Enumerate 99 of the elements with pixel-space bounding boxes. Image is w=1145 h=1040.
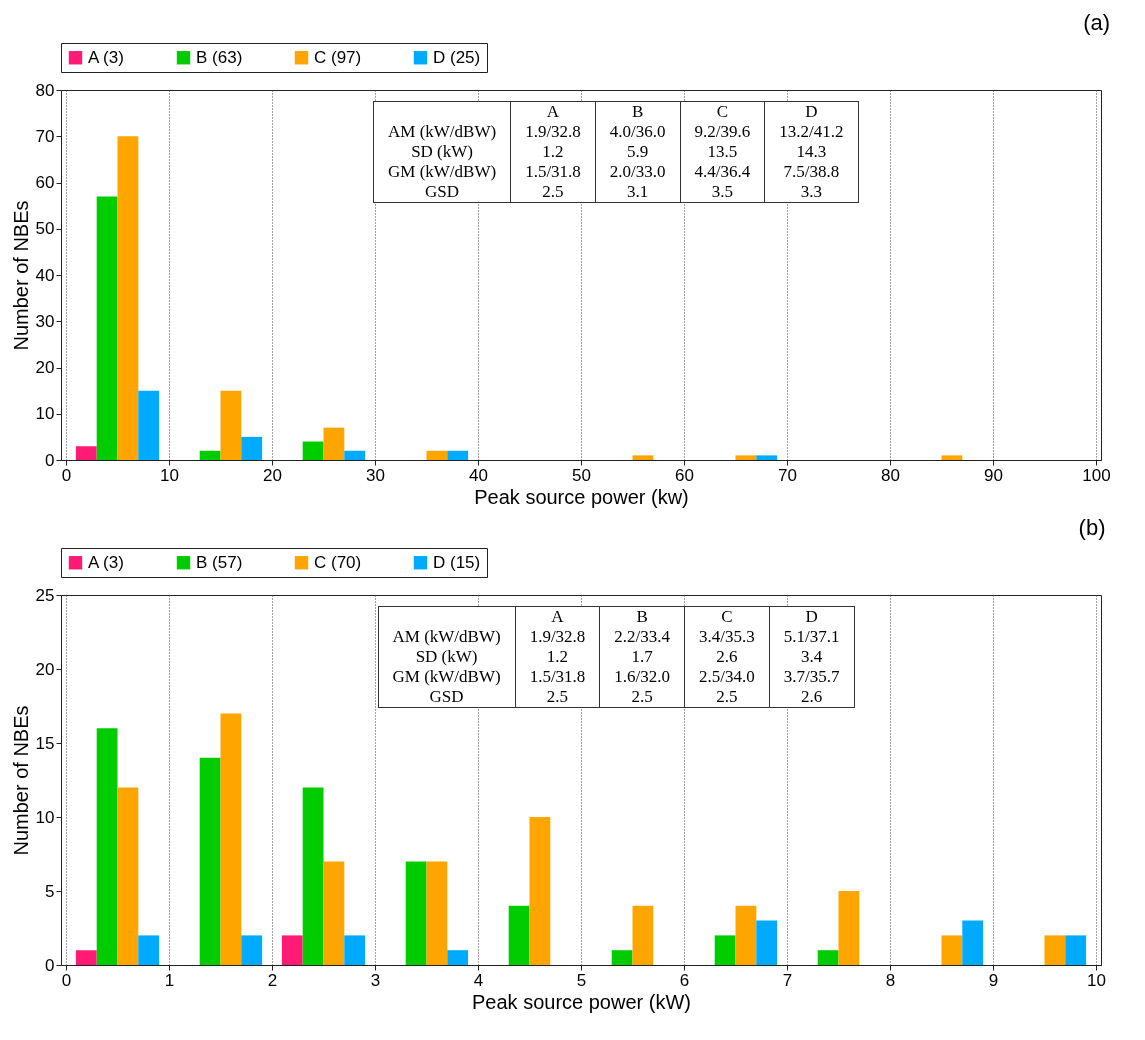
annotation: 4.0/36.0 bbox=[595, 122, 681, 142]
annotation: 1.2 bbox=[510, 142, 596, 162]
annotation: 14.3 bbox=[764, 142, 859, 162]
annotation: SD (kW) bbox=[410, 142, 474, 162]
chart-title: (b) bbox=[1078, 514, 1106, 540]
x-tick-label: 9 bbox=[988, 970, 999, 990]
annotation: 2.5/34.0 bbox=[684, 667, 770, 687]
x-tick-label: 10 bbox=[1087, 970, 1106, 990]
annotation: 13.2/41.2 bbox=[764, 122, 859, 142]
y-axis-title: Number of NBEs bbox=[9, 200, 32, 351]
annotation: B bbox=[595, 101, 681, 122]
annotation: D bbox=[769, 606, 855, 627]
annotation: 13.5 bbox=[680, 142, 765, 162]
annotation: 1.7 bbox=[599, 647, 685, 667]
x-tick-label: 5 bbox=[576, 970, 587, 990]
x-tick-label: 7 bbox=[782, 970, 793, 990]
annotation: GSD bbox=[424, 182, 461, 203]
y-tick-label: 10 bbox=[35, 807, 55, 827]
x-tick-label: 2 bbox=[267, 970, 278, 990]
annotation: 2.6 bbox=[684, 647, 770, 667]
annotation: AM (kW/dBW) bbox=[391, 627, 502, 647]
y-tick-label: 80 bbox=[35, 80, 55, 100]
legend-label: A (3) bbox=[88, 47, 124, 67]
annotation: D bbox=[764, 101, 859, 122]
annotation: 2.0/33.0 bbox=[595, 162, 681, 182]
legend-label: C (97) bbox=[314, 47, 362, 67]
annotation: 2.2/33.4 bbox=[599, 627, 685, 647]
x-tick-label: 3 bbox=[370, 970, 381, 990]
y-tick-label: 60 bbox=[35, 173, 55, 192]
annotation: 2.5 bbox=[515, 687, 600, 708]
annotation: 4.4/36.4 bbox=[680, 162, 765, 182]
y-tick-label: 50 bbox=[35, 219, 55, 239]
annotation: SD (kW) bbox=[414, 647, 479, 667]
x-tick-label: 90 bbox=[984, 465, 1003, 485]
y-tick-label: 0 bbox=[45, 955, 55, 975]
legend-label: D (25) bbox=[433, 47, 481, 67]
annotation: 2.5 bbox=[599, 687, 685, 708]
annotation: 2.6 bbox=[769, 687, 855, 708]
y-tick-label: 40 bbox=[35, 265, 55, 285]
x-axis-title: Peak source power (kW) bbox=[472, 990, 691, 1013]
x-tick-label: 100 bbox=[1082, 465, 1111, 485]
y-tick-label: 70 bbox=[35, 126, 55, 146]
annotation: 3.4 bbox=[769, 647, 855, 667]
y-tick-label: 30 bbox=[35, 311, 55, 331]
annotation: A bbox=[515, 606, 600, 627]
x-tick-label: 6 bbox=[679, 970, 690, 990]
annotation: 1.6/32.0 bbox=[599, 667, 685, 687]
annotation: 3.7/35.7 bbox=[769, 667, 855, 687]
y-tick-label: 10 bbox=[35, 404, 55, 424]
annotation: 5.1/37.1 bbox=[769, 627, 855, 647]
annotation: 2.5 bbox=[510, 182, 596, 203]
annotation: 1.9/32.8 bbox=[515, 627, 600, 647]
x-tick-label: 0 bbox=[61, 465, 72, 485]
annotation: GSD bbox=[428, 687, 465, 708]
annotation: 7.5/38.8 bbox=[764, 162, 859, 182]
annotation: C bbox=[684, 606, 770, 627]
annotation: 3.4/35.3 bbox=[684, 627, 770, 647]
y-axis-title: Number of NBEs bbox=[9, 705, 32, 856]
x-tick-label: 50 bbox=[572, 465, 591, 485]
annotation: 3.3 bbox=[764, 182, 859, 203]
chart-title: (a) bbox=[1083, 9, 1111, 35]
annotation: 1.9/32.8 bbox=[510, 122, 596, 142]
y-tick-label: 0 bbox=[45, 450, 55, 470]
x-tick-label: 8 bbox=[885, 970, 896, 990]
y-tick-label: 15 bbox=[35, 733, 55, 753]
legend-label: D (15) bbox=[433, 552, 481, 572]
y-tick-label: 25 bbox=[35, 585, 55, 605]
y-tick-label: 20 bbox=[35, 659, 55, 679]
legend-label: B (63) bbox=[196, 47, 243, 67]
x-tick-label: 0 bbox=[61, 970, 72, 990]
legend-label: A (3) bbox=[88, 552, 124, 572]
x-tick-label: 10 bbox=[160, 465, 179, 485]
x-axis-title: Peak source power (kw) bbox=[474, 485, 689, 508]
annotation: 9.2/39.6 bbox=[680, 122, 765, 142]
annotation: 1.5/31.8 bbox=[515, 667, 600, 687]
legend-label: B (57) bbox=[196, 552, 243, 572]
x-tick-label: 20 bbox=[263, 465, 282, 485]
x-tick-label: 70 bbox=[778, 465, 797, 485]
x-tick-label: 4 bbox=[473, 970, 484, 990]
annotation: 3.1 bbox=[595, 182, 681, 203]
y-tick-label: 5 bbox=[45, 881, 55, 901]
legend-label: C (70) bbox=[314, 552, 362, 572]
annotation: 1.5/31.8 bbox=[510, 162, 596, 182]
x-tick-label: 30 bbox=[366, 465, 385, 485]
x-tick-label: 40 bbox=[469, 465, 488, 485]
annotation: C bbox=[680, 101, 765, 122]
annotation: 1.2 bbox=[515, 647, 600, 667]
x-tick-label: 1 bbox=[164, 970, 175, 990]
x-tick-label: 60 bbox=[675, 465, 694, 485]
annotation: GM (kW/dBW) bbox=[391, 667, 502, 687]
annotation: B bbox=[599, 606, 685, 627]
annotation: 3.5 bbox=[680, 182, 765, 203]
annotation: A bbox=[510, 101, 596, 122]
annotation: 5.9 bbox=[595, 142, 681, 162]
y-tick-label: 20 bbox=[35, 358, 55, 377]
x-tick-label: 80 bbox=[881, 465, 900, 485]
annotation: AM (kW/dBW) bbox=[387, 122, 498, 142]
annotation: 2.5 bbox=[684, 687, 770, 708]
annotation: GM (kW/dBW) bbox=[387, 162, 498, 182]
